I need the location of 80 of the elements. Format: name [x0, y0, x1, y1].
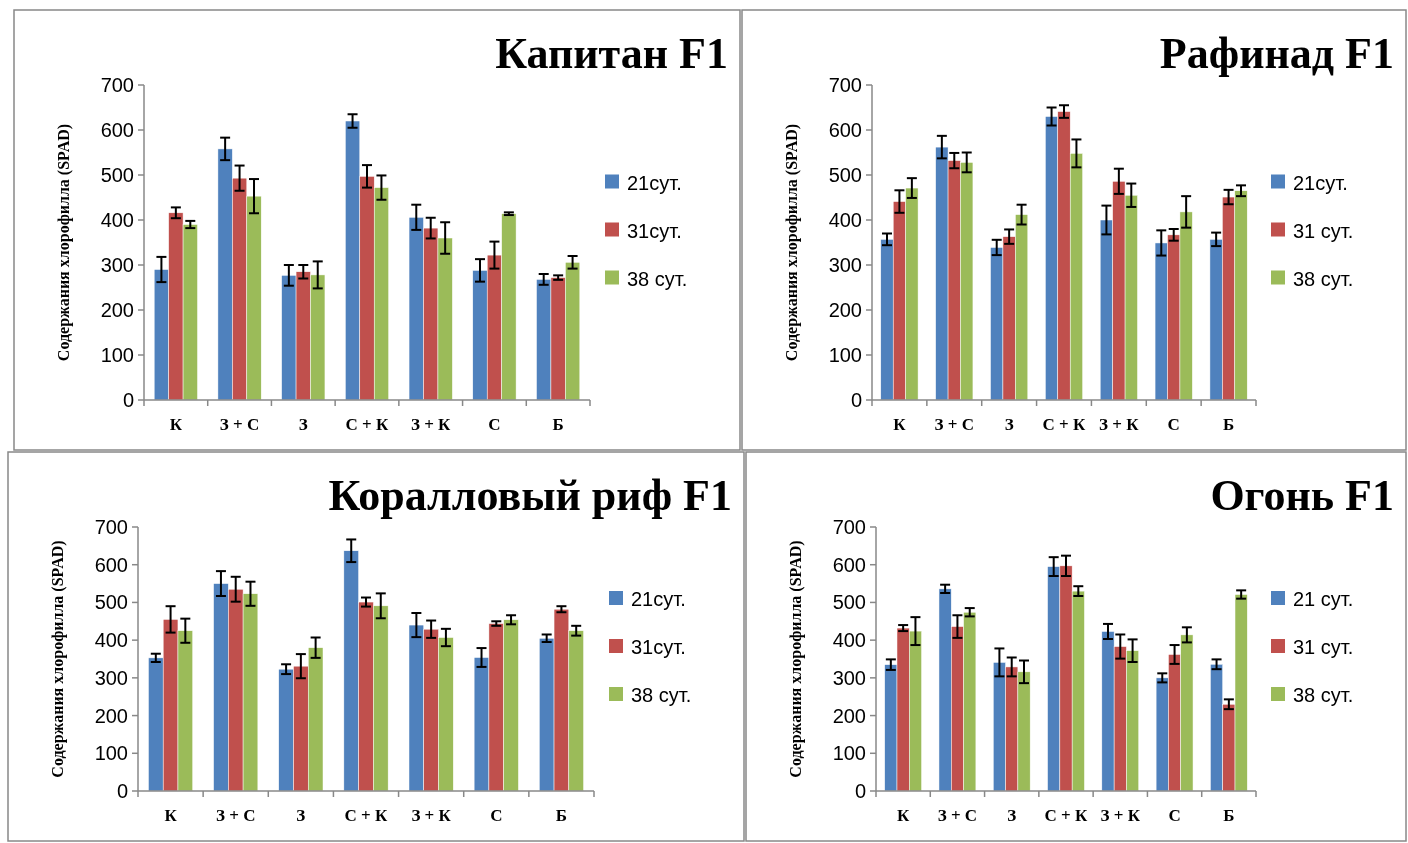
- x-tick-label: С: [1167, 415, 1180, 434]
- x-tick-label: С + К: [344, 806, 389, 825]
- y-tick-label: 400: [100, 209, 134, 231]
- y-axis-title: Содержания хлорофилла (SPAD): [787, 540, 805, 778]
- legend-label: 31сут.: [631, 636, 686, 658]
- x-tick-label: З + К: [411, 806, 452, 825]
- x-tick-label: С + К: [1044, 806, 1089, 825]
- y-tick-label: 500: [94, 591, 128, 614]
- x-tick-label: Б: [1222, 415, 1235, 434]
- x-tick-label: З: [298, 415, 308, 434]
- legend-label: 38 сут.: [1293, 267, 1354, 290]
- y-tick-label: 100: [94, 742, 128, 765]
- legend-label: 21сут.: [1293, 171, 1348, 194]
- y-tick-label: 300: [94, 666, 128, 689]
- y-tick-label: 200: [100, 299, 134, 321]
- y-tick-label: 600: [828, 119, 862, 141]
- y-tick-label: 200: [828, 299, 862, 321]
- legend-label: 31сут.: [627, 219, 682, 242]
- x-tick-label: Б: [555, 806, 568, 825]
- y-tick-label: 100: [100, 344, 134, 366]
- y-tick-label: 100: [828, 344, 862, 366]
- x-tick-label: З: [1004, 415, 1014, 434]
- x-tick-label: К: [169, 415, 183, 434]
- legend-label: 31 сут.: [1293, 636, 1354, 658]
- y-tick-label: 0: [116, 780, 128, 802]
- y-axis-title: Содержания хлорофилла (SPAD): [49, 540, 67, 778]
- x-tick-label: Б: [1223, 806, 1235, 825]
- y-tick-label: 700: [100, 74, 134, 96]
- legend-label: 38 сут.: [627, 267, 688, 290]
- y-tick-label: 500: [828, 164, 862, 186]
- x-tick-label: З + С: [934, 415, 974, 434]
- y-tick-label: 600: [94, 553, 128, 576]
- y-tick-label: 400: [94, 629, 128, 652]
- y-axis-title: Содержания хлорофилла (SPAD): [55, 123, 73, 362]
- x-tick-label: Б: [552, 415, 564, 434]
- y-tick-label: 300: [100, 254, 134, 276]
- x-tick-label: З + С: [219, 415, 260, 434]
- x-tick-label: С + К: [345, 415, 390, 434]
- y-tick-label: 400: [832, 629, 866, 652]
- y-tick-label: 0: [854, 780, 866, 802]
- y-tick-label: 100: [832, 742, 866, 765]
- x-tick-label: З + К: [1099, 415, 1140, 434]
- y-tick-label: 500: [100, 164, 134, 186]
- x-tick-label: К: [893, 415, 907, 434]
- y-tick-label: 0: [122, 389, 134, 411]
- x-tick-label: З + С: [216, 806, 256, 825]
- x-tick-label: С: [488, 415, 501, 434]
- chart-title: Огонь F1: [1210, 471, 1394, 520]
- legend-label: 21сут.: [631, 588, 686, 610]
- x-tick-label: К: [164, 806, 178, 825]
- y-tick-label: 700: [832, 516, 866, 538]
- chart-title: Коралловый риф F1: [328, 471, 732, 520]
- y-tick-label: 600: [100, 119, 134, 141]
- y-tick-label: 300: [832, 666, 866, 689]
- chart-title: Рафинад F1: [1159, 29, 1394, 78]
- x-tick-label: С: [490, 806, 503, 825]
- legend-label: 21сут.: [627, 171, 682, 194]
- legend-label: 31 сут.: [1293, 219, 1354, 242]
- y-tick-label: 0: [850, 389, 862, 411]
- legend-label: 38 сут.: [631, 684, 692, 706]
- x-tick-label: З: [296, 806, 306, 825]
- y-tick-label: 600: [832, 553, 866, 576]
- x-tick-label: С + К: [1042, 415, 1087, 434]
- chart-title: Капитан F1: [495, 29, 728, 78]
- y-tick-label: 700: [94, 516, 128, 538]
- x-tick-label: З + К: [1100, 806, 1141, 825]
- y-tick-label: 400: [828, 209, 862, 231]
- x-tick-label: К: [896, 806, 910, 825]
- y-tick-label: 700: [828, 74, 862, 96]
- y-tick-label: 200: [832, 704, 866, 727]
- y-tick-label: 500: [832, 591, 866, 614]
- x-tick-label: З + С: [937, 806, 978, 825]
- legend-label: 38 сут.: [1293, 684, 1354, 706]
- y-tick-label: 300: [828, 254, 862, 276]
- x-tick-label: З: [1007, 806, 1017, 825]
- y-axis-title: Содержания хлорофилла (SPAD): [783, 123, 801, 362]
- legend-label: 21 сут.: [1293, 588, 1354, 610]
- x-tick-label: С: [1168, 806, 1181, 825]
- x-tick-label: З + К: [410, 415, 452, 434]
- y-tick-label: 200: [94, 704, 128, 727]
